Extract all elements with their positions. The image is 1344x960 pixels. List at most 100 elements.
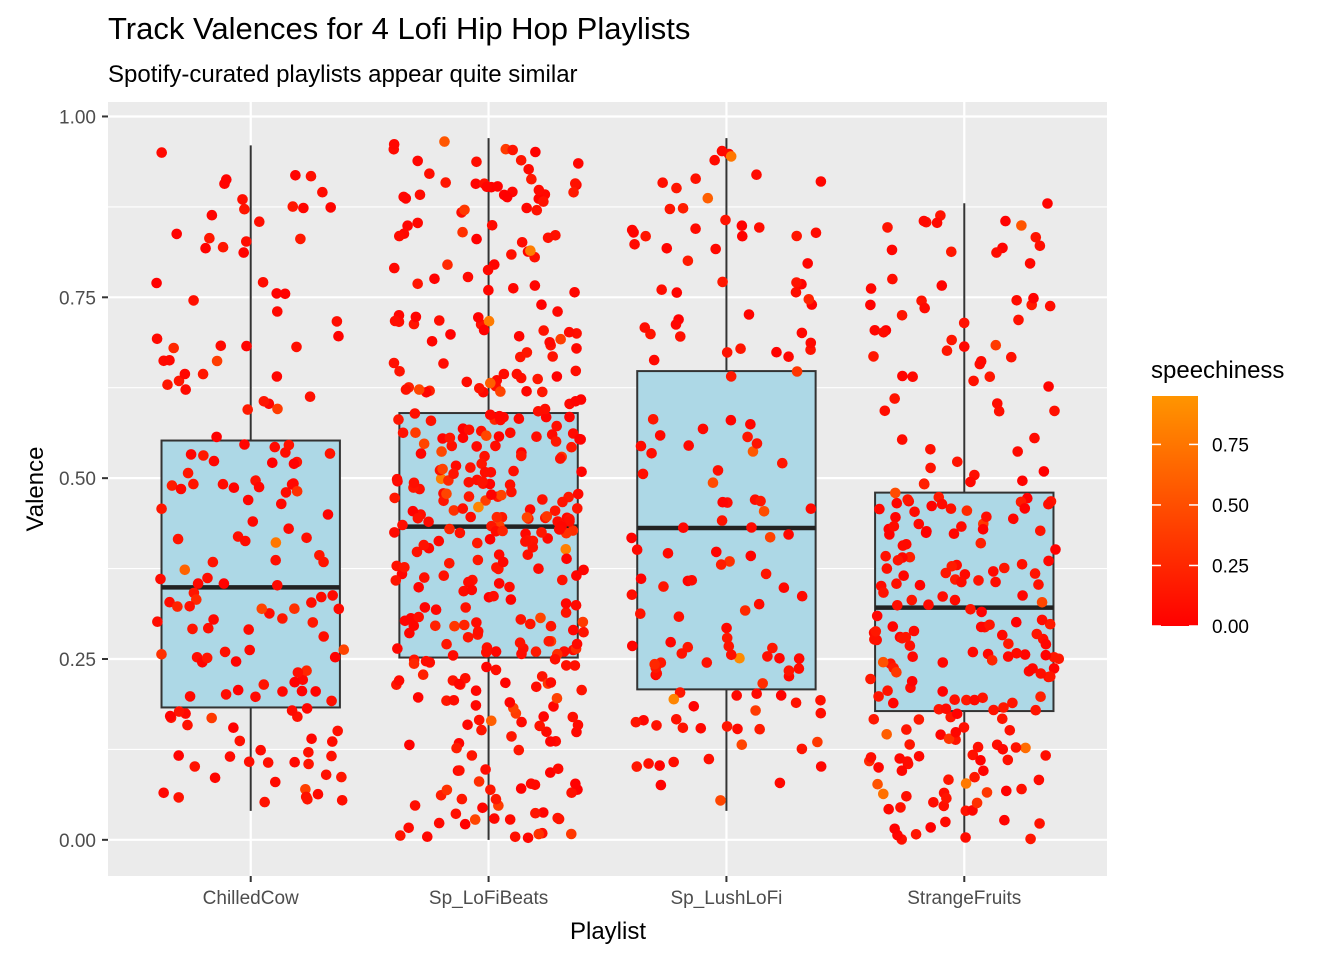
- data-point: [179, 564, 191, 576]
- data-point: [301, 703, 313, 714]
- data-point: [259, 796, 271, 808]
- data-point: [707, 477, 719, 489]
- data-point: [437, 463, 448, 475]
- data-point: [204, 232, 215, 244]
- data-point: [449, 620, 460, 632]
- data-point: [301, 532, 312, 544]
- data-point: [242, 404, 253, 415]
- data-point: [555, 453, 566, 464]
- data-point: [635, 608, 646, 619]
- data-point: [949, 594, 961, 606]
- data-point: [775, 690, 787, 701]
- data-point: [751, 169, 762, 180]
- x-tick-label: ChilledCow: [203, 888, 299, 909]
- data-point: [891, 578, 902, 589]
- data-point: [490, 664, 502, 676]
- data-point: [481, 181, 493, 193]
- data-point: [901, 791, 912, 802]
- data-point: [901, 724, 912, 735]
- data-point: [1002, 651, 1014, 662]
- data-point: [626, 589, 638, 600]
- data-point: [1008, 513, 1019, 525]
- data-point: [486, 220, 498, 231]
- data-point: [950, 727, 962, 738]
- data-point: [999, 562, 1010, 574]
- data-point: [271, 288, 283, 299]
- data-point: [935, 729, 946, 740]
- data-point: [701, 657, 713, 668]
- data-point: [1011, 616, 1022, 628]
- data-point: [425, 415, 437, 427]
- data-point: [270, 537, 282, 548]
- data-point: [753, 598, 765, 610]
- data-point: [640, 230, 651, 242]
- data-point: [629, 239, 640, 250]
- data-point: [678, 522, 689, 533]
- data-point: [492, 181, 503, 192]
- data-point: [156, 503, 167, 515]
- data-point: [516, 716, 527, 728]
- data-point: [331, 316, 343, 327]
- data-point: [481, 661, 492, 673]
- data-point: [961, 694, 972, 706]
- data-point: [262, 757, 274, 768]
- data-point: [1029, 568, 1041, 579]
- data-point: [288, 458, 300, 470]
- data-point: [289, 756, 301, 768]
- data-point: [426, 336, 438, 347]
- data-point: [997, 629, 1008, 641]
- data-point: [1030, 704, 1041, 716]
- data-point: [676, 648, 688, 659]
- data-point: [717, 276, 728, 288]
- data-point: [677, 203, 689, 214]
- data-point: [217, 241, 229, 253]
- data-point: [450, 460, 462, 472]
- data-point: [578, 626, 589, 638]
- data-point: [451, 742, 462, 754]
- data-point: [506, 731, 517, 742]
- data-point: [515, 783, 527, 794]
- data-point: [189, 761, 201, 772]
- data-point: [272, 580, 283, 591]
- data-point: [463, 491, 475, 502]
- data-point: [723, 640, 735, 652]
- data-point: [388, 139, 400, 150]
- data-point: [887, 621, 899, 632]
- data-point: [869, 325, 881, 336]
- data-point: [419, 572, 430, 583]
- data-point: [280, 487, 292, 498]
- data-point: [937, 686, 948, 697]
- data-point: [981, 511, 992, 523]
- data-point: [919, 302, 930, 314]
- data-point: [971, 797, 983, 809]
- data-point: [218, 578, 230, 589]
- data-point: [477, 476, 488, 487]
- legend: speechiness 0.00 0.25 0.50 0.75: [1151, 357, 1284, 638]
- data-point: [919, 478, 930, 490]
- data-point: [873, 691, 884, 702]
- data-point: [973, 575, 984, 586]
- data-point: [238, 247, 249, 258]
- data-point: [720, 214, 731, 226]
- data-point: [264, 608, 275, 619]
- data-point: [302, 794, 313, 805]
- data-point: [471, 441, 483, 452]
- data-point: [521, 202, 532, 214]
- data-point: [521, 386, 532, 397]
- data-point: [803, 294, 815, 305]
- data-point: [533, 828, 545, 840]
- data-point: [247, 516, 259, 527]
- data-point: [571, 570, 582, 581]
- data-point: [1003, 638, 1014, 650]
- data-point: [670, 319, 682, 330]
- data-point: [459, 619, 470, 631]
- data-point: [477, 802, 488, 814]
- data-point: [538, 711, 549, 722]
- data-point: [742, 431, 753, 443]
- data-point: [243, 624, 254, 635]
- data-point: [664, 203, 676, 215]
- data-point: [703, 753, 715, 765]
- data-point: [473, 312, 484, 323]
- data-point: [1050, 544, 1061, 555]
- data-point: [414, 189, 426, 201]
